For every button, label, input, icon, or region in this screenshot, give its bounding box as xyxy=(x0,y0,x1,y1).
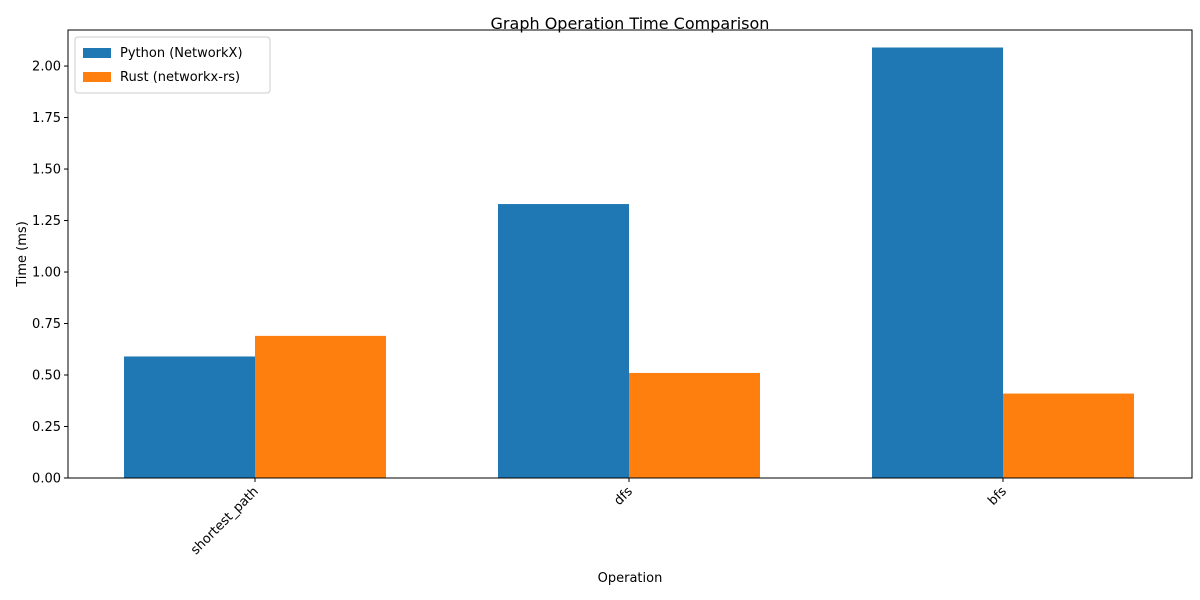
bar-rust-dfs xyxy=(629,372,760,478)
y-tick-label: 0.75 xyxy=(32,317,61,332)
chart-title: Graph Operation Time Comparison xyxy=(491,14,770,33)
legend-label-python: Python (NetworkX) xyxy=(120,46,243,61)
x-axis-ticks: shortest_path dfs bfs xyxy=(188,478,1010,558)
legend-label-rust: Rust (networkx-rs) xyxy=(120,70,240,85)
legend-box xyxy=(74,36,271,94)
y-tick-label: 1.50 xyxy=(32,163,61,178)
legend: Python (NetworkX) Rust (networkx-rs) xyxy=(74,36,271,94)
bars-group xyxy=(124,47,1134,478)
plot-frame xyxy=(67,29,1193,479)
y-tick-label: 1.25 xyxy=(32,214,61,229)
y-tick-label: 1.00 xyxy=(32,266,61,281)
bar-python-dfs xyxy=(498,204,629,478)
y-axis-ticks: 0.00 0.25 0.50 0.75 1.00 1.25 1.50 1.75 2.00 xyxy=(32,60,68,487)
x-axis-label: Operation xyxy=(598,571,663,586)
bar-rust-bfs xyxy=(1003,393,1134,478)
y-tick-label: 0.25 xyxy=(32,420,61,435)
y-tick-label: 1.75 xyxy=(32,111,61,126)
y-tick-label: 0.50 xyxy=(32,369,61,384)
legend-swatch-rust xyxy=(83,72,111,82)
y-tick-label: 0.00 xyxy=(32,472,61,487)
x-tick-label: shortest_path xyxy=(188,484,262,558)
x-tick-label: bfs xyxy=(985,484,1010,509)
legend-swatch-python xyxy=(83,48,111,58)
x-tick-label: dfs xyxy=(611,484,636,509)
bar-python-shortest-path xyxy=(124,356,255,478)
bar-python-bfs xyxy=(872,47,1003,478)
y-tick-label: 2.00 xyxy=(32,60,61,75)
bar-rust-shortest-path xyxy=(255,335,386,478)
y-axis-label: Time (ms) xyxy=(15,221,30,288)
